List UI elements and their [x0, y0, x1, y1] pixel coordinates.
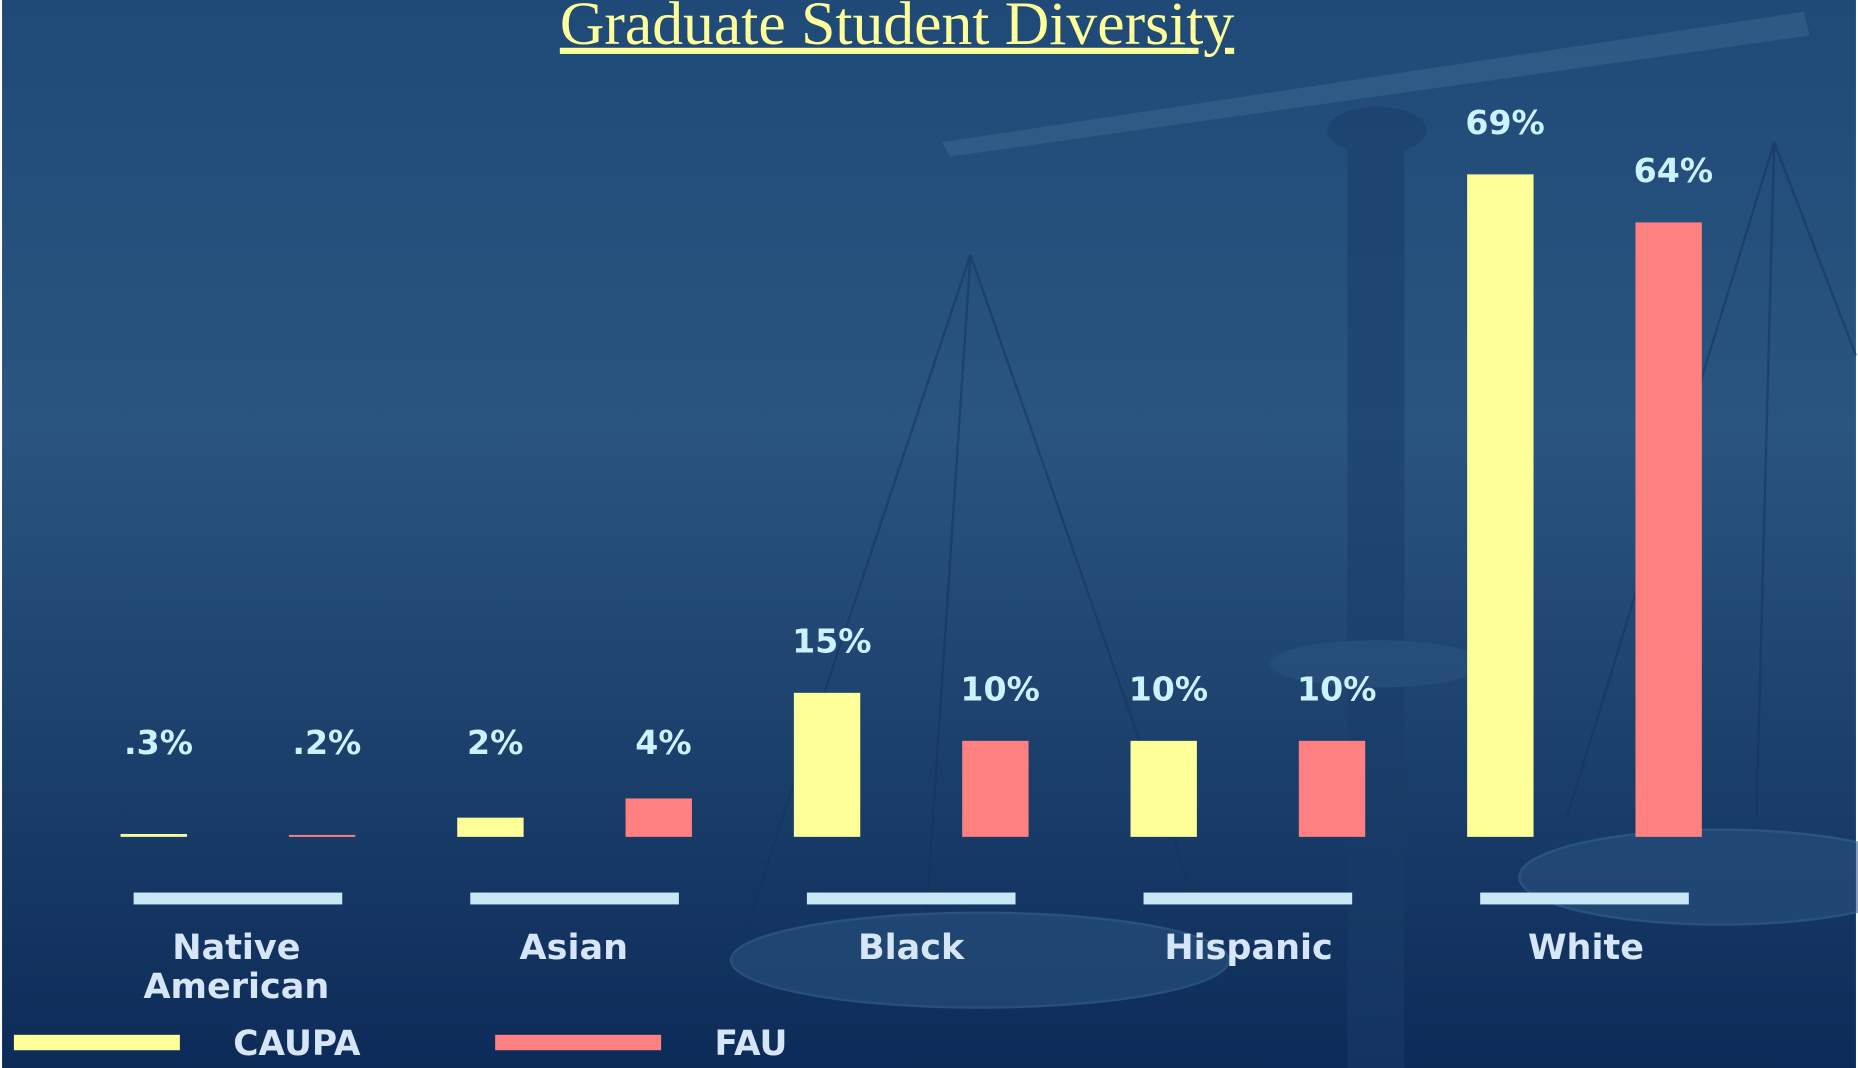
- chart-title: Graduate Student Diversity: [560, 0, 1234, 58]
- category-bar: [1144, 893, 1353, 905]
- x-tick-label: White: [1491, 929, 1681, 968]
- bar: [626, 798, 692, 836]
- category-bar: [1480, 893, 1689, 905]
- value-label: 10%: [1297, 670, 1376, 709]
- value-label: 69%: [1465, 103, 1544, 142]
- legend-swatch: [14, 1035, 180, 1050]
- bar: [1299, 741, 1365, 837]
- bar: [289, 835, 355, 837]
- bar: [794, 693, 860, 837]
- value-label: .3%: [124, 723, 193, 762]
- x-tick-label: Hispanic: [1154, 929, 1344, 968]
- bar: [962, 741, 1028, 837]
- category-bar: [807, 893, 1016, 905]
- chart: Graduate Student Diversity .3% .2% 2% 4% 15%…: [0, 0, 1858, 1068]
- value-label: 4%: [635, 723, 691, 762]
- value-label: 10%: [960, 670, 1039, 709]
- bar: [1467, 174, 1533, 836]
- legend-label: FAU: [714, 1024, 787, 1064]
- value-label: 10%: [1129, 670, 1208, 709]
- bar: [1635, 222, 1701, 836]
- legend-swatch: [495, 1035, 661, 1050]
- x-tick-label: Asian: [479, 929, 669, 968]
- value-label: 15%: [792, 622, 871, 661]
- value-label: .2%: [292, 723, 361, 762]
- bar: [1131, 741, 1197, 837]
- category-bar: [470, 893, 679, 905]
- category-bar: [134, 893, 343, 905]
- page: Graduate Student Diversity .3% .2% 2% 4% 15%…: [0, 0, 1858, 1068]
- value-label: 64%: [1634, 151, 1713, 190]
- legend-label: CAUPA: [233, 1024, 361, 1064]
- x-tick-label: Black: [816, 929, 1006, 968]
- bar: [121, 834, 187, 837]
- bar: [457, 818, 523, 837]
- slide: Graduate Student Diversity .3% .2% 2% 4% 15%…: [0, 0, 1858, 1068]
- value-label: 2%: [467, 723, 523, 762]
- x-tick-label: Native American: [141, 929, 331, 1007]
